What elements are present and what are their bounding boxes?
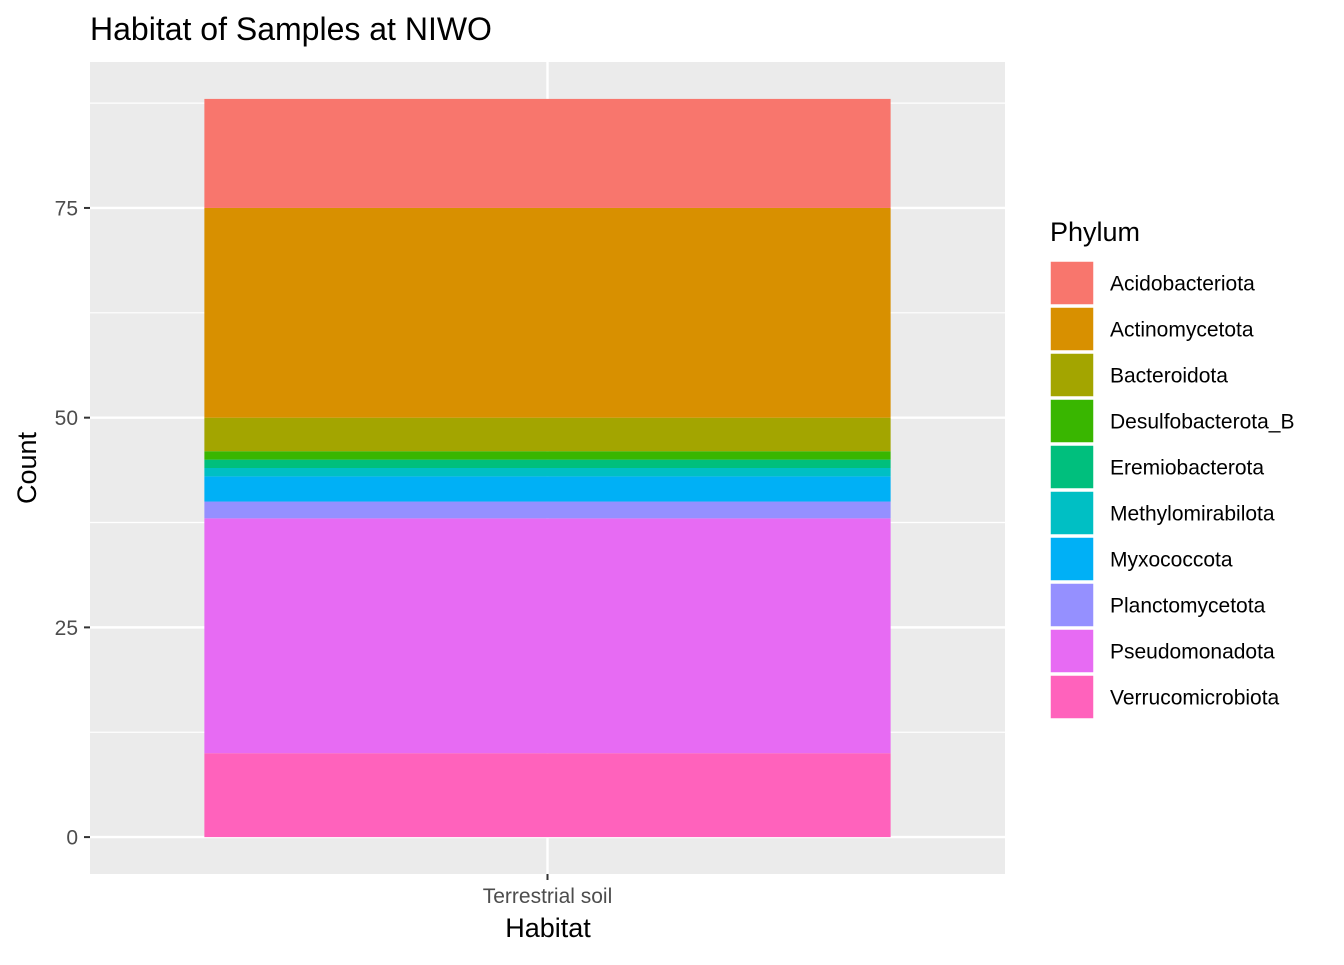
- legend-key: [1049, 352, 1095, 398]
- legend-key: [1049, 398, 1095, 444]
- y-tick-label: 25: [55, 617, 78, 640]
- x-axis: Terrestrial soil: [483, 874, 613, 908]
- stacked-bars: [204, 98, 891, 838]
- bar-segment: [204, 451, 891, 460]
- chart-title: Habitat of Samples at NIWO: [90, 11, 492, 47]
- legend-key: [1049, 444, 1095, 490]
- legend-label: Myxococcota: [1110, 549, 1233, 572]
- y-axis: 0 25 50 75: [55, 197, 90, 850]
- legend-label: Bacteroidota: [1110, 365, 1228, 388]
- legend: Phylum Acidobacteriota Actinomycetota Bact…: [1049, 217, 1294, 720]
- legend-key: [1049, 582, 1095, 628]
- legend-label: Methylomirabilota: [1110, 503, 1275, 526]
- legend-key: [1049, 674, 1095, 720]
- legend-title: Phylum: [1050, 217, 1140, 247]
- bar-segment: [204, 207, 891, 418]
- legend-label: Actinomycetota: [1110, 319, 1254, 342]
- bar-segment: [204, 98, 891, 208]
- y-tick-label: 50: [55, 407, 78, 430]
- bar-segment: [204, 459, 891, 468]
- y-tick-label: 0: [66, 827, 78, 850]
- bar-segment: [204, 753, 891, 838]
- x-axis-title: Habitat: [505, 913, 591, 943]
- legend-key: [1049, 536, 1095, 582]
- bar-segment: [204, 417, 891, 452]
- bar-segment: [204, 476, 891, 502]
- legend-label: Acidobacteriota: [1110, 273, 1255, 296]
- legend-key: [1049, 306, 1095, 352]
- bar-segment: [204, 501, 891, 519]
- x-tick-label: Terrestrial soil: [483, 885, 613, 908]
- y-tick-label: 75: [55, 197, 78, 220]
- legend-label: Pseudomonadota: [1110, 641, 1275, 664]
- legend-label: Verrucomicrobiota: [1110, 687, 1280, 710]
- legend-label: Eremiobacterota: [1110, 457, 1264, 480]
- bar-segment: [204, 518, 891, 754]
- legend-key: [1049, 628, 1095, 674]
- legend-label: Planctomycetota: [1110, 595, 1266, 618]
- bar-segment: [204, 468, 891, 477]
- legend-items: Acidobacteriota Actinomycetota Bacteroidot…: [1049, 260, 1294, 720]
- legend-key: [1049, 490, 1095, 536]
- legend-label: Desulfobacterota_B: [1110, 411, 1294, 434]
- legend-key: [1049, 260, 1095, 306]
- y-axis-title: Count: [12, 431, 42, 504]
